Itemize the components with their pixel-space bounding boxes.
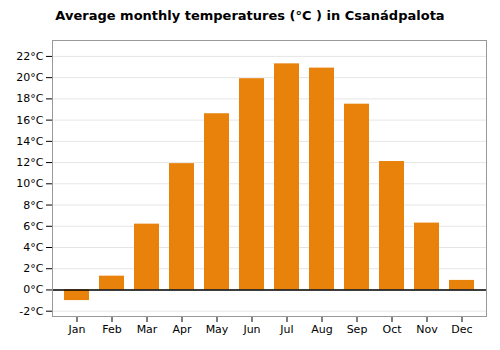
svg-text:8°C: 8°C [23,199,43,212]
svg-text:Oct: Oct [382,323,402,336]
svg-text:Jul: Jul [279,323,293,336]
svg-text:16°C: 16°C [16,114,43,127]
svg-text:Aug: Aug [311,323,332,336]
svg-text:20°C: 20°C [16,71,43,84]
svg-text:Dec: Dec [451,323,472,336]
html-text:Average monthly temperatures (: Average monthly temperatures (°C ) in Cs… [55,8,445,23]
svg-text:May: May [206,323,229,336]
svg-text:Apr: Apr [172,323,192,336]
svg-text:2°C: 2°C [23,262,43,275]
svg-text:Nov: Nov [416,323,438,336]
svg-text:Sep: Sep [347,323,368,336]
svg-text:12°C: 12°C [16,156,43,169]
svg-text:22°C: 22°C [16,50,43,63]
svg-text:0°C: 0°C [23,283,43,296]
svg-text:-2°C: -2°C [19,305,43,318]
svg-text:Feb: Feb [102,323,121,336]
svg-text:4°C: 4°C [23,241,43,254]
svg-text:Jun: Jun [242,323,260,336]
svg-text:Jan: Jan [68,323,86,336]
svg-text:14°C: 14°C [16,135,43,148]
svg-text:10°C: 10°C [16,177,43,190]
svg-text:Mar: Mar [137,323,158,336]
svg-text:18°C: 18°C [16,92,43,105]
svg-text:6°C: 6°C [23,220,43,233]
